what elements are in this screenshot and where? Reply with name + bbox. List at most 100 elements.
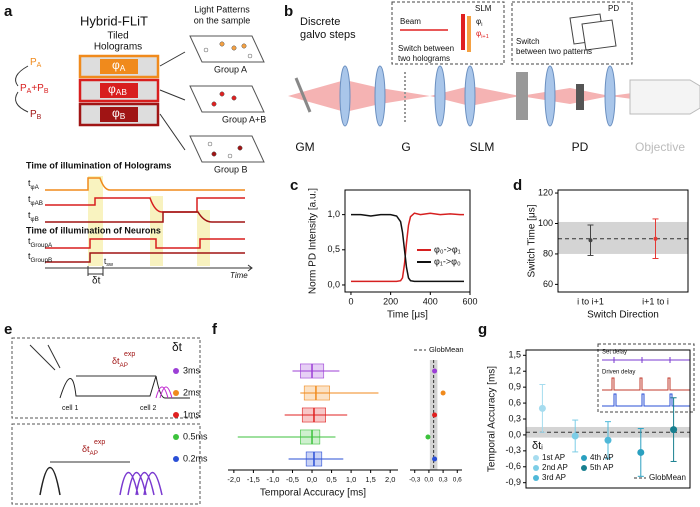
legend-swatch xyxy=(581,455,587,461)
inset-label: Set delay xyxy=(602,350,627,356)
text-part: P xyxy=(30,109,37,120)
voltage-trace xyxy=(119,472,163,496)
timing-trace xyxy=(45,177,245,191)
hologram-label-bg xyxy=(100,107,138,122)
x-tick-label: 2,0 xyxy=(385,475,395,484)
legend-label: φ₁->φ₀ xyxy=(434,256,461,266)
y-tick-label: 0,5 xyxy=(327,244,340,254)
legend-title: δtᵢ xyxy=(532,440,543,452)
subscript: A xyxy=(27,88,32,95)
subscript: i xyxy=(481,22,482,28)
text-part: t xyxy=(28,210,31,220)
text-part: t xyxy=(28,178,31,188)
trace-label: tφAB xyxy=(28,194,43,206)
subscript: i+1 xyxy=(481,34,489,40)
switch-label: tsw xyxy=(104,257,114,268)
inset-label: Switch between xyxy=(398,44,454,53)
hologram-label: φA xyxy=(112,58,126,73)
text-part: t xyxy=(28,194,31,204)
electrodes xyxy=(29,344,61,371)
y-tick-label: 60 xyxy=(543,279,553,289)
inset-box xyxy=(391,1,505,65)
pattern-plane xyxy=(581,19,617,51)
sample-plane xyxy=(189,35,265,63)
slm xyxy=(516,72,528,120)
panel-title: Hybrid-FLiT xyxy=(80,13,148,28)
plot-frame xyxy=(344,189,471,293)
subscript: A xyxy=(120,63,126,73)
point xyxy=(670,426,678,434)
sample-plane xyxy=(189,85,265,113)
objective xyxy=(629,79,700,115)
text-part: δt xyxy=(112,356,120,366)
point xyxy=(440,390,446,396)
panel-label: g xyxy=(478,321,487,338)
legend-label: 4th AP xyxy=(590,453,614,462)
legend-label: 2nd AP xyxy=(542,463,568,472)
y-tick-label: 0,9 xyxy=(508,382,521,392)
delay-sup: exp xyxy=(94,439,105,446)
group-label: Group A+B xyxy=(222,114,266,124)
timing-trace xyxy=(45,211,245,223)
y-tick-label: 3ms xyxy=(183,365,201,375)
text-part: φ xyxy=(476,29,481,38)
text-part: P xyxy=(20,83,27,94)
mean-band xyxy=(558,221,688,254)
legend-label: 1st AP xyxy=(542,453,565,462)
arrow xyxy=(159,51,186,151)
x-tick-label: 1,5 xyxy=(365,475,375,484)
inset-label: between two patterns xyxy=(516,47,592,56)
component-label: SLM xyxy=(470,140,495,154)
y-tick-label: 2ms xyxy=(183,387,201,397)
delay-sup: exp xyxy=(124,351,135,358)
text-part: φ xyxy=(112,58,120,72)
component-label: Objective xyxy=(635,140,685,154)
x-tick-label: 0,6 xyxy=(453,477,462,484)
arrow xyxy=(15,65,29,113)
inset-label: Beam xyxy=(400,17,421,26)
subscript: B xyxy=(44,88,49,95)
box xyxy=(299,429,321,445)
hologram-label-bg xyxy=(100,59,138,74)
y-axis-label: Switch Time [μs] xyxy=(527,204,538,277)
x-tick-label: i+1 to i xyxy=(642,296,669,306)
y-tick-label: -0,6 xyxy=(505,461,521,471)
y-tick-label: 1,5 xyxy=(508,350,521,360)
subscript: φA xyxy=(31,184,40,191)
sample-plane xyxy=(189,135,265,163)
plot-frame xyxy=(557,189,689,293)
stim-marks xyxy=(602,357,690,363)
y-tick-label: 0.2ms xyxy=(183,453,208,463)
point xyxy=(432,368,438,374)
y-tick-label: 0.5ms xyxy=(183,431,208,441)
timing-trace xyxy=(45,238,245,249)
group-label: Group B xyxy=(214,164,248,174)
power-label: PA xyxy=(30,57,42,69)
y-tick-label: 0,0 xyxy=(327,279,340,289)
slm-stack xyxy=(461,14,471,52)
text-part: φ xyxy=(476,17,481,26)
point xyxy=(637,448,645,456)
voltage-trace xyxy=(59,375,190,399)
category-swatch xyxy=(173,434,179,440)
y-tick-label: -0,3 xyxy=(505,445,521,455)
timing-trace xyxy=(45,252,245,263)
x-tick-label: -1,5 xyxy=(247,475,260,484)
legend-swatch xyxy=(533,475,539,481)
trace-label: tGroupB xyxy=(28,251,52,263)
heading: Holograms xyxy=(94,42,142,53)
category-swatch xyxy=(173,368,179,374)
x-tick-label: 400 xyxy=(423,296,438,306)
x-tick-label: 0,3 xyxy=(439,477,448,484)
component-label: G xyxy=(401,140,410,154)
text-part: t xyxy=(104,257,107,266)
lenses xyxy=(339,65,616,127)
x-axis-label: Switch Direction xyxy=(587,310,659,321)
text-part: φ xyxy=(112,106,120,120)
cell-label: cell 2 xyxy=(140,405,156,412)
voltage-trace xyxy=(602,377,690,391)
hologram-label: φAB xyxy=(108,82,127,97)
subscript: φAB xyxy=(31,200,43,207)
legend-title: δt xyxy=(172,340,183,354)
heading: Tiled xyxy=(107,31,128,42)
